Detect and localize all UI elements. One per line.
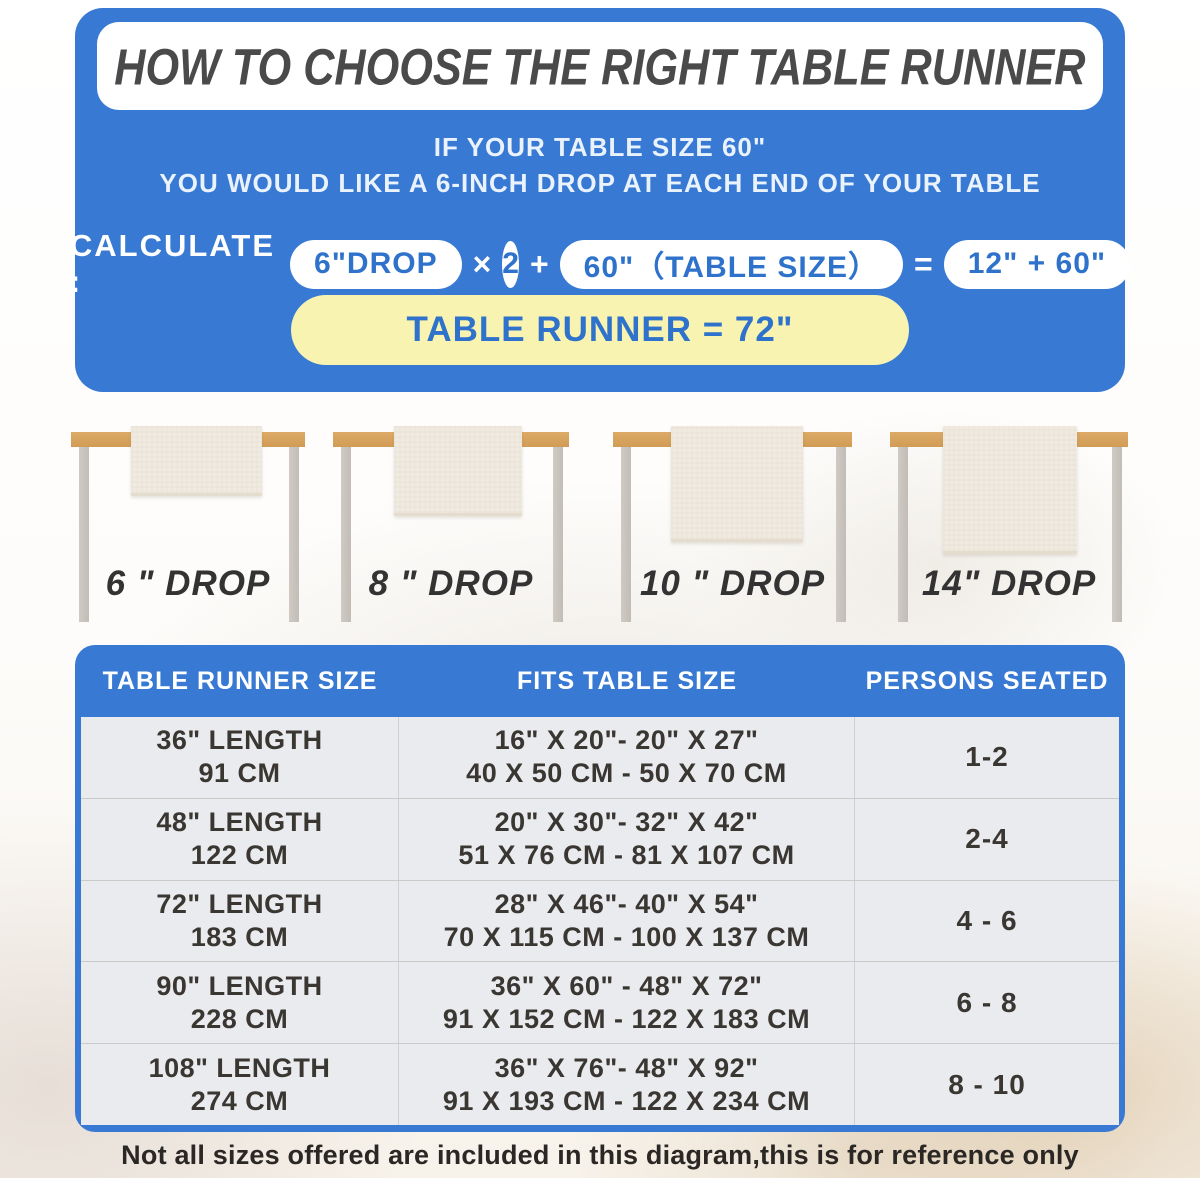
table-row: 108" LENGTH 274 CM 36" X 76"- 48" X 92" … xyxy=(81,1043,1119,1125)
fits-size-cm: 70 X 115 CM - 100 X 137 CM xyxy=(443,921,810,952)
persons-seated-value: 2-4 xyxy=(965,823,1009,855)
drop-value-pill: 6"DROP xyxy=(290,239,462,289)
table-row: 36" LENGTH 91 CM 16" X 20"- 20" X 27" 40… xyxy=(81,717,1119,798)
runner-size-cm: 228 CM xyxy=(190,1003,289,1034)
fits-size-inches: 20" X 30"- 32" X 42" xyxy=(494,807,759,838)
runner-size-cm: 183 CM xyxy=(190,921,289,952)
drop-examples: 6 " DROP 8 " DROP 10 " DROP 14" DROP xyxy=(0,426,1200,622)
fits-size-cm: 91 X 193 CM - 122 X 234 CM xyxy=(442,1085,811,1116)
persons-seated-value: 6 - 8 xyxy=(956,986,1018,1018)
runner-drape xyxy=(394,426,522,516)
table-illustration-8-drop: 8 " DROP xyxy=(333,426,569,622)
fits-size-inches: 36" X 76"- 48" X 92" xyxy=(494,1052,759,1083)
size-chart-panel: TABLE RUNNER SIZE FITS TABLE SIZE PERSON… xyxy=(75,645,1125,1132)
sum-pill: 12" + 60" xyxy=(943,239,1131,289)
drop-label: 8 " DROP xyxy=(368,564,534,603)
persons-seated-value: 4 - 6 xyxy=(956,904,1018,936)
title-banner: HOW TO CHOOSE THE RIGHT TABLE RUNNER xyxy=(97,22,1103,110)
runner-size-inches: 108" LENGTH xyxy=(148,1052,331,1083)
table-illustration-14-drop: 14" DROP xyxy=(890,426,1128,622)
persons-seated-value: 1-2 xyxy=(965,741,1009,773)
table-leg xyxy=(621,447,631,622)
runner-size-inches: 90" LENGTH xyxy=(156,970,323,1001)
table-leg xyxy=(898,447,908,622)
result-pill: TABLE RUNNER = 72" xyxy=(291,295,909,365)
runner-size-inches: 36" LENGTH xyxy=(156,725,323,756)
table-leg xyxy=(836,447,846,622)
page-title: HOW TO CHOOSE THE RIGHT TABLE RUNNER xyxy=(114,37,1086,95)
fits-size-inches: 16" X 20"- 20" X 27" xyxy=(494,725,759,756)
drop-label: 14" DROP xyxy=(921,564,1097,603)
fits-size-cm: 51 X 76 CM - 81 X 107 CM xyxy=(458,840,795,871)
table-size-pill: 60"（TABLE SIZE） xyxy=(559,239,904,289)
fits-size-cm: 91 X 152 CM - 122 X 183 CM xyxy=(442,1003,811,1034)
multiply-sign: × xyxy=(472,245,492,282)
column-header-persons-seated: PERSONS SEATED xyxy=(865,666,1109,695)
table-row: 72" LENGTH 183 CM 28" X 46"- 40" X 54" 7… xyxy=(81,879,1119,962)
multiplier-badge: 2 xyxy=(502,240,519,288)
runner-size-cm: 122 CM xyxy=(190,840,289,871)
table-illustration-6-drop: 6 " DROP xyxy=(71,426,305,622)
equals-sign: = xyxy=(914,245,933,282)
column-header-runner-size: TABLE RUNNER SIZE xyxy=(102,666,378,695)
drop-label: 10 " DROP xyxy=(639,564,826,603)
fits-size-inches: 36" X 60" - 48" X 72" xyxy=(490,970,763,1001)
subtitle-line2: YOU WOULD LIKE A 6-INCH DROP AT EACH END… xyxy=(159,168,1041,198)
table-leg xyxy=(341,447,351,622)
fits-size-inches: 28" X 46"- 40" X 54" xyxy=(494,888,759,919)
runner-size-cm: 91 CM xyxy=(198,758,281,789)
table-row: 48" LENGTH 122 CM 20" X 30"- 32" X 42" 5… xyxy=(81,797,1119,880)
drop-label: 6 " DROP xyxy=(105,564,271,603)
size-chart-body: 36" LENGTH 91 CM 16" X 20"- 20" X 27" 40… xyxy=(81,717,1119,1125)
subtitle-line1: IF YOUR TABLE SIZE 60" xyxy=(433,132,767,162)
table-leg xyxy=(289,447,299,622)
persons-seated-value: 8 - 10 xyxy=(948,1068,1026,1100)
runner-drape xyxy=(131,426,262,496)
calculation-formula: CALCULATE : 6"DROP × 2 + 60"（TABLE SIZE）… xyxy=(70,228,1131,299)
instruction-panel: HOW TO CHOOSE THE RIGHT TABLE RUNNER IF … xyxy=(70,8,1131,392)
disclaimer-note: Not all sizes offered are included in th… xyxy=(121,1140,1079,1170)
table-leg xyxy=(1112,447,1122,622)
table-illustration-10-drop: 10 " DROP xyxy=(613,426,852,622)
plus-sign: + xyxy=(529,245,549,282)
calculate-label: CALCULATE : xyxy=(69,228,276,299)
fits-size-cm: 40 X 50 CM - 50 X 70 CM xyxy=(466,758,787,789)
runner-size-inches: 72" LENGTH xyxy=(156,888,323,919)
column-header-fits-table-size: FITS TABLE SIZE xyxy=(516,666,738,695)
runner-size-cm: 274 CM xyxy=(190,1085,289,1116)
runner-drape xyxy=(671,426,803,542)
runner-drape xyxy=(943,426,1077,554)
table-leg xyxy=(553,447,563,622)
table-leg xyxy=(79,447,89,622)
table-row: 90" LENGTH 228 CM 36" X 60" - 48" X 72" … xyxy=(81,961,1119,1044)
size-chart-header: TABLE RUNNER SIZE FITS TABLE SIZE PERSON… xyxy=(81,645,1119,717)
runner-size-inches: 48" LENGTH xyxy=(156,807,323,838)
